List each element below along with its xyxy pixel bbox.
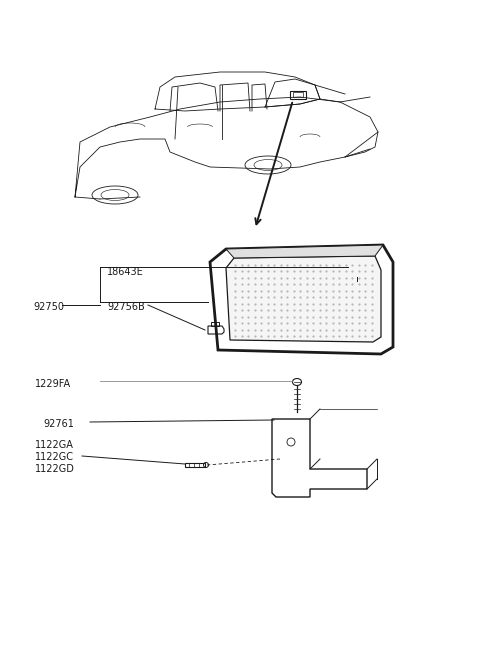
Text: 92761: 92761 [43,419,74,429]
Text: 92756B: 92756B [107,302,145,312]
Text: 1122GC: 1122GC [35,452,74,462]
Text: 92750: 92750 [33,302,64,312]
Text: 1229FA: 1229FA [35,379,71,389]
Text: 1122GD: 1122GD [35,464,75,474]
Polygon shape [226,256,381,342]
Text: 1122GA: 1122GA [35,440,74,450]
Text: 18643E: 18643E [107,267,144,277]
Polygon shape [226,245,383,258]
